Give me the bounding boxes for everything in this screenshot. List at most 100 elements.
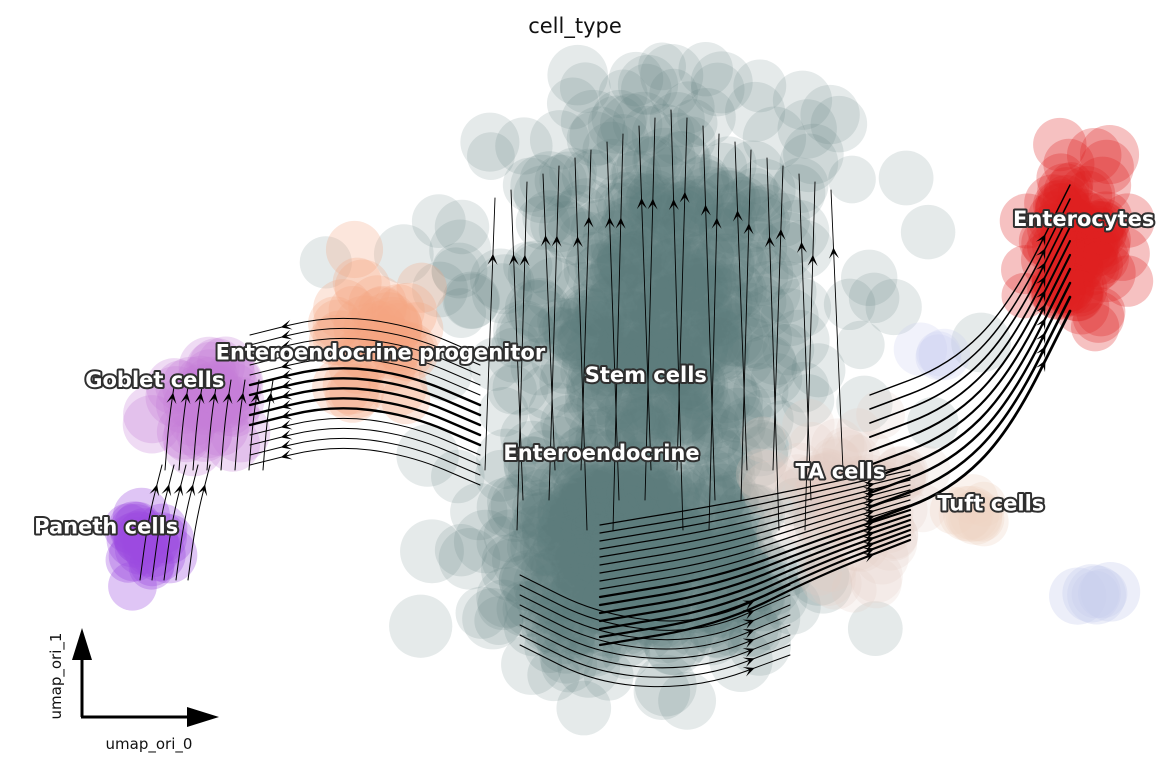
cell-point <box>1101 255 1154 307</box>
streamline-arrowhead <box>1036 262 1046 275</box>
streamline-arrowhead <box>1036 290 1046 303</box>
streamline-arrowhead <box>742 667 755 677</box>
cell-point <box>622 331 686 395</box>
cell-point <box>1048 162 1094 207</box>
cell-point <box>560 89 626 155</box>
cell-point <box>1068 238 1118 288</box>
cell-point <box>836 408 881 453</box>
cell-point <box>555 442 617 504</box>
cell-point <box>389 302 444 356</box>
cell-point <box>624 523 679 578</box>
cell-point <box>643 381 704 443</box>
streamline <box>598 508 912 599</box>
cell-point <box>762 323 815 376</box>
cell-point <box>1001 245 1050 295</box>
cell-point <box>677 275 733 331</box>
streamline <box>708 133 720 531</box>
cell-point <box>576 489 632 545</box>
cell-point <box>633 487 690 544</box>
streamline <box>519 594 791 641</box>
cell-point <box>470 248 532 310</box>
streamline-arrowhead <box>604 217 615 229</box>
cell-point <box>506 523 555 572</box>
cell-point <box>566 360 623 417</box>
cell-point <box>122 395 182 454</box>
cell-point <box>720 334 773 387</box>
cell-point <box>672 224 734 286</box>
streamline-arrowhead <box>862 547 875 557</box>
cell-point <box>412 261 468 318</box>
cell-point <box>554 397 615 458</box>
cell-point <box>779 133 839 193</box>
cell-point <box>599 312 661 374</box>
streamline <box>580 149 592 471</box>
cell-point <box>661 306 712 357</box>
streamline <box>598 528 912 631</box>
cell-point <box>959 496 1009 547</box>
cell-point <box>727 305 793 370</box>
cell-point <box>613 228 676 291</box>
streamline <box>519 584 791 631</box>
cell-point <box>566 468 615 517</box>
streamline-arrowhead <box>280 369 293 380</box>
cell-point <box>502 581 559 638</box>
cell-point <box>831 567 877 613</box>
cell-point <box>706 309 764 367</box>
streamline-arrowhead <box>862 531 875 541</box>
cell-point <box>168 378 222 432</box>
cell-point <box>572 428 627 483</box>
cell-point <box>522 190 577 245</box>
cell-point <box>651 188 710 247</box>
cell-point <box>481 538 544 602</box>
streamline-arrowhead <box>572 236 583 248</box>
cell-point <box>505 580 554 630</box>
cell-point <box>1042 264 1094 316</box>
streamline <box>178 379 190 471</box>
cell-point <box>544 515 603 574</box>
cell-point <box>312 299 362 349</box>
cell-point <box>734 389 794 449</box>
cell-point <box>557 477 605 526</box>
cell-point <box>696 170 761 236</box>
cell-point <box>709 628 773 692</box>
cell-point <box>734 173 783 222</box>
cell-point <box>691 414 740 463</box>
cell-point <box>847 601 903 656</box>
cell-point <box>632 216 687 271</box>
cell-point <box>500 407 558 465</box>
cell-point <box>589 468 650 529</box>
streamline <box>163 464 187 581</box>
cell-point <box>706 440 756 490</box>
cell-point <box>546 77 599 130</box>
streamline <box>599 499 911 582</box>
cell-point <box>444 273 500 329</box>
cell-point <box>556 549 609 602</box>
cell-point <box>1048 198 1094 244</box>
cell-point <box>333 295 397 359</box>
cell-point <box>568 149 619 200</box>
cell-point <box>299 236 352 289</box>
cell-point <box>379 322 439 382</box>
cell-point <box>878 150 934 206</box>
cell-point <box>579 334 641 397</box>
cell-point <box>594 457 653 516</box>
cell-point <box>614 464 679 529</box>
cell-point <box>550 518 605 573</box>
streamline <box>151 464 175 581</box>
streamline-arrowhead <box>863 470 875 481</box>
cell-point <box>754 260 817 324</box>
cell-point <box>603 441 653 491</box>
cluster-label: Goblet cells <box>85 368 224 392</box>
cell-point <box>560 346 612 398</box>
cell-point <box>551 563 605 617</box>
cell-point <box>606 468 658 521</box>
cell-point <box>358 313 410 365</box>
cell-point <box>603 308 654 359</box>
cell-point <box>476 567 537 628</box>
cell-point <box>129 517 179 568</box>
cell-point <box>560 489 624 553</box>
cell-point <box>650 504 707 561</box>
cell-point <box>1031 252 1089 309</box>
y-axis-arrowhead <box>72 628 92 660</box>
streamline <box>830 189 844 471</box>
